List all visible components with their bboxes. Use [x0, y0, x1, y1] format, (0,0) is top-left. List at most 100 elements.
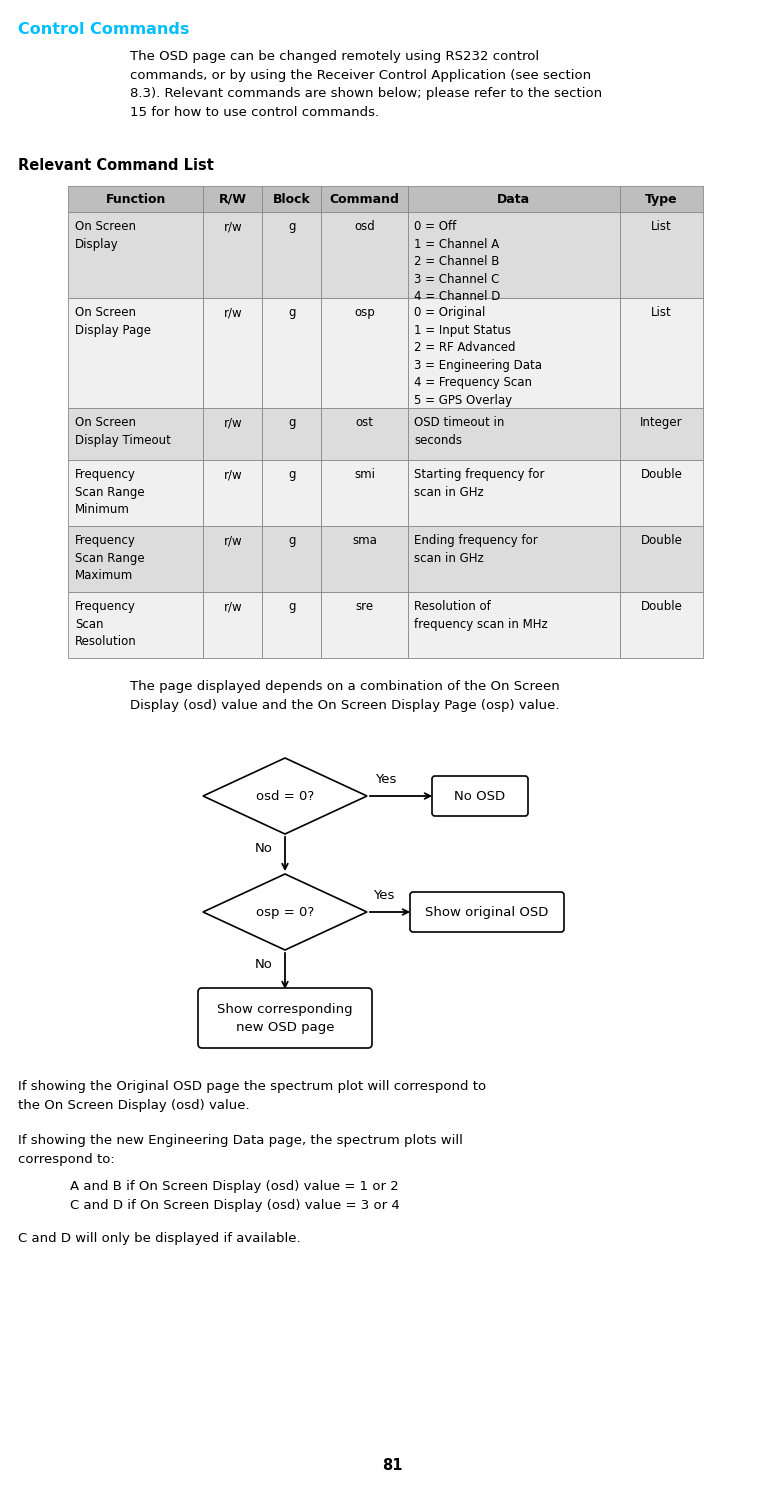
Bar	[619, 592, 703, 658]
Text: ost: ost	[356, 416, 374, 429]
Bar	[68, 592, 203, 658]
Text: Command: Command	[330, 193, 400, 205]
FancyBboxPatch shape	[432, 776, 528, 815]
Bar	[408, 592, 619, 658]
Bar	[203, 527, 263, 592]
FancyBboxPatch shape	[410, 892, 564, 932]
Text: On Screen
Display: On Screen Display	[75, 220, 136, 250]
Text: r/w: r/w	[223, 600, 242, 613]
Text: 0 = Off
1 = Channel A
2 = Channel B
3 = Channel C
4 = Channel D: 0 = Off 1 = Channel A 2 = Channel B 3 = …	[414, 220, 500, 304]
Text: smi: smi	[354, 468, 376, 482]
Text: On Screen
Display Page: On Screen Display Page	[75, 307, 151, 337]
Bar	[263, 527, 321, 592]
Text: sre: sre	[356, 600, 374, 613]
Bar	[321, 408, 408, 459]
Text: On Screen
Display Timeout: On Screen Display Timeout	[75, 416, 171, 446]
Text: List: List	[651, 307, 672, 319]
Bar	[68, 527, 203, 592]
Text: osd: osd	[354, 220, 375, 233]
Text: No: No	[255, 957, 273, 971]
Text: The page displayed depends on a combination of the On Screen
Display (osd) value: The page displayed depends on a combinat…	[130, 681, 560, 712]
Text: g: g	[288, 534, 296, 548]
Bar	[68, 186, 203, 212]
Text: C and D will only be displayed if available.: C and D will only be displayed if availa…	[18, 1233, 300, 1245]
Bar	[263, 592, 321, 658]
Polygon shape	[203, 874, 367, 950]
Bar	[263, 408, 321, 459]
Polygon shape	[203, 758, 367, 833]
Bar	[321, 298, 408, 408]
Text: Ending frequency for
scan in GHz: Ending frequency for scan in GHz	[414, 534, 538, 564]
Text: A and B if On Screen Display (osd) value = 1 or 2
C and D if On Screen Display (: A and B if On Screen Display (osd) value…	[70, 1180, 400, 1212]
Text: Block: Block	[273, 193, 310, 205]
Text: No OSD: No OSD	[455, 790, 506, 802]
Bar	[263, 298, 321, 408]
Text: Double: Double	[641, 600, 682, 613]
Text: Show corresponding
new OSD page: Show corresponding new OSD page	[217, 1002, 353, 1034]
Bar	[203, 408, 263, 459]
Text: R/W: R/W	[219, 193, 247, 205]
Text: r/w: r/w	[223, 534, 242, 548]
Text: g: g	[288, 468, 296, 482]
Bar	[408, 186, 619, 212]
Text: Double: Double	[641, 534, 682, 548]
Text: Frequency
Scan
Resolution: Frequency Scan Resolution	[75, 600, 136, 648]
Text: g: g	[288, 600, 296, 613]
Text: Starting frequency for
scan in GHz: Starting frequency for scan in GHz	[414, 468, 545, 498]
Bar	[68, 298, 203, 408]
Bar	[408, 527, 619, 592]
Bar	[203, 459, 263, 527]
Bar	[68, 212, 203, 298]
Text: g: g	[288, 220, 296, 233]
Text: g: g	[288, 307, 296, 319]
Text: Frequency
Scan Range
Minimum: Frequency Scan Range Minimum	[75, 468, 144, 516]
Text: Yes: Yes	[373, 889, 394, 902]
Text: g: g	[288, 416, 296, 429]
Bar	[408, 298, 619, 408]
Text: 0 = Original
1 = Input Status
2 = RF Advanced
3 = Engineering Data
4 = Frequency: 0 = Original 1 = Input Status 2 = RF Adv…	[414, 307, 542, 407]
Text: Integer: Integer	[640, 416, 683, 429]
Bar	[203, 298, 263, 408]
Text: Resolution of
frequency scan in MHz: Resolution of frequency scan in MHz	[414, 600, 548, 630]
Text: osd = 0?: osd = 0?	[256, 790, 314, 802]
Bar	[619, 459, 703, 527]
Bar	[619, 212, 703, 298]
Text: r/w: r/w	[223, 468, 242, 482]
Text: osp = 0?: osp = 0?	[256, 905, 314, 919]
Bar	[263, 459, 321, 527]
Text: Function: Function	[106, 193, 166, 205]
Bar	[619, 527, 703, 592]
Bar	[619, 298, 703, 408]
Bar	[203, 592, 263, 658]
Text: The OSD page can be changed remotely using RS232 control
commands, or by using t: The OSD page can be changed remotely usi…	[130, 49, 602, 118]
Bar	[321, 186, 408, 212]
Bar	[321, 592, 408, 658]
Bar	[408, 459, 619, 527]
Text: Show original OSD: Show original OSD	[425, 905, 549, 919]
Text: List: List	[651, 220, 672, 233]
Text: r/w: r/w	[223, 220, 242, 233]
Bar	[263, 186, 321, 212]
Text: Data: Data	[497, 193, 531, 205]
Bar	[203, 212, 263, 298]
Bar	[321, 212, 408, 298]
Bar	[408, 408, 619, 459]
Text: osp: osp	[354, 307, 375, 319]
FancyBboxPatch shape	[198, 987, 372, 1049]
Text: Double: Double	[641, 468, 682, 482]
Bar	[321, 527, 408, 592]
Text: If showing the new Engineering Data page, the spectrum plots will
correspond to:: If showing the new Engineering Data page…	[18, 1134, 463, 1165]
Text: OSD timeout in
seconds: OSD timeout in seconds	[414, 416, 504, 446]
Bar	[68, 408, 203, 459]
Text: r/w: r/w	[223, 416, 242, 429]
Text: Frequency
Scan Range
Maximum: Frequency Scan Range Maximum	[75, 534, 144, 582]
Text: Relevant Command List: Relevant Command List	[18, 159, 214, 174]
Text: sma: sma	[352, 534, 377, 548]
Text: Yes: Yes	[375, 773, 397, 785]
Bar	[68, 459, 203, 527]
Bar	[619, 186, 703, 212]
Text: r/w: r/w	[223, 307, 242, 319]
Text: No: No	[255, 842, 273, 854]
Bar	[321, 459, 408, 527]
Text: 81: 81	[382, 1457, 402, 1472]
